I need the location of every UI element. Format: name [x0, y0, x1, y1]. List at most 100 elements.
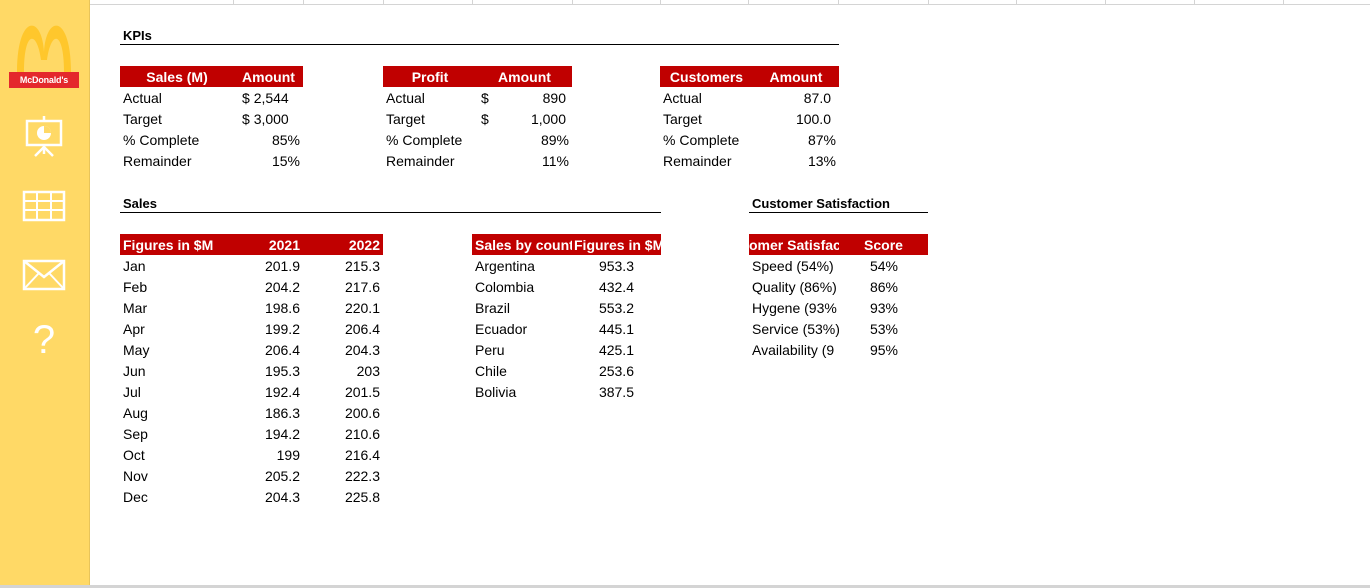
- country-cell[interactable]: Chile: [475, 362, 507, 379]
- value-2021-cell[interactable]: 205.2: [264, 467, 300, 484]
- table-row: Target 100.0: [660, 108, 839, 129]
- value-2021-cell[interactable]: 199: [276, 446, 300, 463]
- row-value[interactable]: $890: [477, 87, 572, 108]
- row-value[interactable]: 11%: [542, 152, 569, 169]
- value-2022-cell[interactable]: 204.3: [344, 341, 380, 358]
- month-cell[interactable]: Nov: [123, 467, 148, 484]
- row-value[interactable]: 13%: [807, 152, 836, 169]
- value-2022-cell[interactable]: 206.4: [344, 320, 380, 337]
- row-value[interactable]: 85%: [271, 131, 300, 148]
- row-label[interactable]: % Complete: [386, 131, 463, 148]
- country-cell[interactable]: Colombia: [475, 278, 535, 295]
- value-2021-cell[interactable]: 204.3: [264, 488, 300, 505]
- row-label[interactable]: % Complete: [123, 131, 200, 148]
- value-2021-cell[interactable]: 199.2: [264, 320, 300, 337]
- nav-table-button[interactable]: [20, 184, 68, 228]
- country-value-cell[interactable]: 553.2: [598, 299, 634, 316]
- row-label[interactable]: Remainder: [386, 152, 455, 169]
- table-row: Colombia 432.4: [472, 276, 661, 297]
- value-2022-cell[interactable]: 217.6: [344, 278, 380, 295]
- row-label[interactable]: Actual: [123, 89, 162, 106]
- month-cell[interactable]: Jun: [123, 362, 146, 379]
- country-value-cell[interactable]: 253.6: [598, 362, 634, 379]
- score-cell[interactable]: 53%: [869, 320, 898, 337]
- value-2021-cell[interactable]: 194.2: [264, 425, 300, 442]
- row-label[interactable]: % Complete: [663, 131, 740, 148]
- score-cell[interactable]: 86%: [869, 278, 898, 295]
- score-cell[interactable]: 95%: [869, 341, 898, 358]
- row-label[interactable]: Actual: [663, 89, 702, 106]
- country-value-cell[interactable]: 425.1: [598, 341, 634, 358]
- month-cell[interactable]: Apr: [123, 320, 145, 337]
- value-2021-cell[interactable]: 201.9: [264, 257, 300, 274]
- row-label[interactable]: Target: [123, 110, 162, 127]
- country-cell[interactable]: Peru: [475, 341, 505, 358]
- nav-mail-button[interactable]: [20, 253, 68, 297]
- month-cell[interactable]: Mar: [123, 299, 148, 316]
- metric-cell[interactable]: Hygene (93%: [752, 299, 837, 316]
- value-2022-cell[interactable]: 216.4: [344, 446, 380, 463]
- country-value-cell[interactable]: 432.4: [598, 278, 634, 295]
- country-value-cell[interactable]: 953.3: [598, 257, 634, 274]
- value-2021-cell[interactable]: 204.2: [264, 278, 300, 295]
- mcdonalds-logo[interactable]: McDonald's: [9, 22, 79, 90]
- row-value[interactable]: $1,000: [477, 108, 572, 129]
- row-label[interactable]: Remainder: [663, 152, 732, 169]
- value-2022-cell[interactable]: 200.6: [344, 404, 380, 421]
- row-value[interactable]: 15%: [271, 152, 300, 169]
- month-cell[interactable]: Feb: [123, 278, 148, 295]
- nav-help-button[interactable]: ?: [20, 318, 68, 362]
- month-cell[interactable]: Jul: [123, 383, 141, 400]
- row-label[interactable]: Remainder: [123, 152, 192, 169]
- satisfaction-header-metric: omer Satisfac: [749, 234, 839, 255]
- value-2022-cell[interactable]: 225.8: [344, 488, 380, 505]
- kpis-divider: [120, 44, 839, 45]
- value-2021-cell[interactable]: 186.3: [264, 404, 300, 421]
- month-cell[interactable]: Jan: [123, 257, 146, 274]
- month-cell[interactable]: Sep: [123, 425, 148, 442]
- row-value[interactable]: 87%: [807, 131, 836, 148]
- table-row: % Complete 85%: [120, 129, 303, 150]
- value-2022-cell[interactable]: 222.3: [344, 467, 380, 484]
- row-value[interactable]: $ 3,000: [234, 108, 303, 129]
- country-value-cell[interactable]: 387.5: [598, 383, 634, 400]
- value-2022-cell[interactable]: 210.6: [344, 425, 380, 442]
- country-cell[interactable]: Argentina: [475, 257, 535, 274]
- amount: 2,544: [253, 89, 289, 106]
- metric-cell[interactable]: Availability (9: [752, 341, 835, 358]
- row-label[interactable]: Target: [386, 110, 425, 127]
- month-cell[interactable]: Oct: [123, 446, 145, 463]
- metric-cell[interactable]: Quality (86%): [752, 278, 837, 295]
- table-row: Apr 199.2 206.4: [120, 318, 383, 339]
- row-value[interactable]: 89%: [540, 131, 569, 148]
- value-2022-cell[interactable]: 220.1: [344, 299, 380, 316]
- month-cell[interactable]: May: [123, 341, 150, 358]
- value-2021-cell[interactable]: 192.4: [264, 383, 300, 400]
- metric-cell[interactable]: Service (53%): [752, 320, 839, 337]
- score-cell[interactable]: 93%: [869, 299, 898, 316]
- country-cell[interactable]: Bolivia: [475, 383, 517, 400]
- row-label[interactable]: Actual: [386, 89, 425, 106]
- score-cell[interactable]: 54%: [869, 257, 898, 274]
- value-2022-cell[interactable]: 203: [356, 362, 380, 379]
- country-cell[interactable]: Brazil: [475, 299, 511, 316]
- nav-presentation-button[interactable]: [20, 114, 68, 158]
- sheet-tab-bar[interactable]: [0, 585, 1370, 588]
- row-label[interactable]: Target: [663, 110, 702, 127]
- row-value[interactable]: $ 2,544: [234, 87, 303, 108]
- value-2021-cell[interactable]: 206.4: [264, 341, 300, 358]
- month-cell[interactable]: Aug: [123, 404, 148, 421]
- value-2022-cell[interactable]: 201.5: [344, 383, 380, 400]
- satisfaction-title: Customer Satisfaction: [752, 196, 890, 211]
- row-value[interactable]: 87.0: [803, 89, 831, 106]
- country-value-cell[interactable]: 445.1: [598, 320, 634, 337]
- row-value[interactable]: 100.0: [795, 110, 831, 127]
- currency-symbol: $: [481, 110, 489, 127]
- value-2022-cell[interactable]: 215.3: [344, 257, 380, 274]
- table-row: Argentina 953.3: [472, 255, 661, 276]
- month-cell[interactable]: Dec: [123, 488, 148, 505]
- value-2021-cell[interactable]: 198.6: [264, 299, 300, 316]
- value-2021-cell[interactable]: 195.3: [264, 362, 300, 379]
- country-cell[interactable]: Ecuador: [475, 320, 528, 337]
- metric-cell[interactable]: Speed (54%): [752, 257, 834, 274]
